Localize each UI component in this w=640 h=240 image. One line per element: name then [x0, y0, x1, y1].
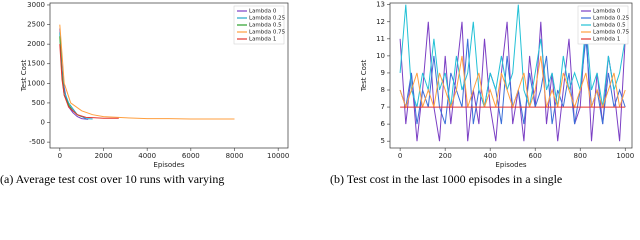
plot-frame — [49, 2, 289, 149]
legend-label: Lambda 0.75 — [593, 30, 630, 36]
x-tick-label: 600 — [529, 152, 542, 160]
y-tick-label: 7 — [381, 103, 385, 111]
y-tick-label: 5 — [381, 137, 385, 145]
x-tick-label: 0 — [58, 152, 62, 160]
legend-label: Lambda 0.5 — [593, 23, 626, 29]
legend-label: Lambda 1 — [593, 37, 620, 43]
plot-frame — [389, 2, 633, 149]
x-tick-label: 1000 — [616, 152, 634, 160]
y-tick-label: 500 — [32, 99, 45, 107]
line-series — [399, 4, 626, 108]
y-axis-label: Test Cost — [360, 59, 368, 92]
legend-label: Lambda 0 — [593, 9, 621, 15]
y-tick-label: 10 — [376, 52, 385, 60]
legend-label: Lambda 1 — [249, 37, 276, 43]
x-tick-label: 400 — [483, 152, 496, 160]
y-axis-label: Test Cost — [20, 59, 28, 92]
y-tick-label: 2500 — [27, 21, 45, 29]
line-series — [59, 24, 235, 120]
x-axis-label: Episodes — [495, 161, 526, 169]
legend-label: Lambda 0 — [249, 9, 277, 15]
y-tick-label: 9 — [381, 69, 385, 77]
x-tick-label: 800 — [574, 152, 587, 160]
x-tick-label: 2000 — [95, 152, 113, 160]
legend-label: Lambda 0.5 — [249, 23, 282, 29]
line-series — [399, 38, 626, 125]
legend-label: Lambda 0.75 — [249, 30, 286, 36]
y-tick-label: 12 — [376, 18, 385, 26]
line-series — [59, 44, 119, 119]
x-tick-label: 10000 — [267, 152, 289, 160]
y-tick-label: 3000 — [27, 1, 45, 9]
x-tick-label: 8000 — [226, 152, 244, 160]
y-tick-label: 0 — [41, 119, 45, 127]
x-tick-label: 0 — [398, 152, 402, 160]
x-axis-label: Episodes — [153, 161, 184, 169]
y-tick-label: 1500 — [27, 60, 45, 68]
x-tick-label: 4000 — [138, 152, 156, 160]
x-tick-label: 200 — [438, 152, 451, 160]
legend-label: Lambda 0.25 — [593, 16, 630, 22]
legend-label: Lambda 0.25 — [249, 16, 286, 22]
y-tick-label: -500 — [29, 138, 45, 146]
y-tick-label: 13 — [376, 1, 385, 9]
y-tick-label: 11 — [376, 35, 385, 43]
x-tick-label: 6000 — [182, 152, 200, 160]
caption: (b) Test cost in the last 1000 episodes … — [330, 172, 562, 186]
y-tick-label: 6 — [381, 120, 386, 128]
line-series — [59, 32, 93, 120]
y-tick-label: 8 — [381, 86, 385, 94]
y-tick-label: 2000 — [27, 40, 45, 48]
caption: (a) Average test cost over 10 runs with … — [0, 172, 224, 186]
y-tick-label: 1000 — [27, 79, 45, 87]
